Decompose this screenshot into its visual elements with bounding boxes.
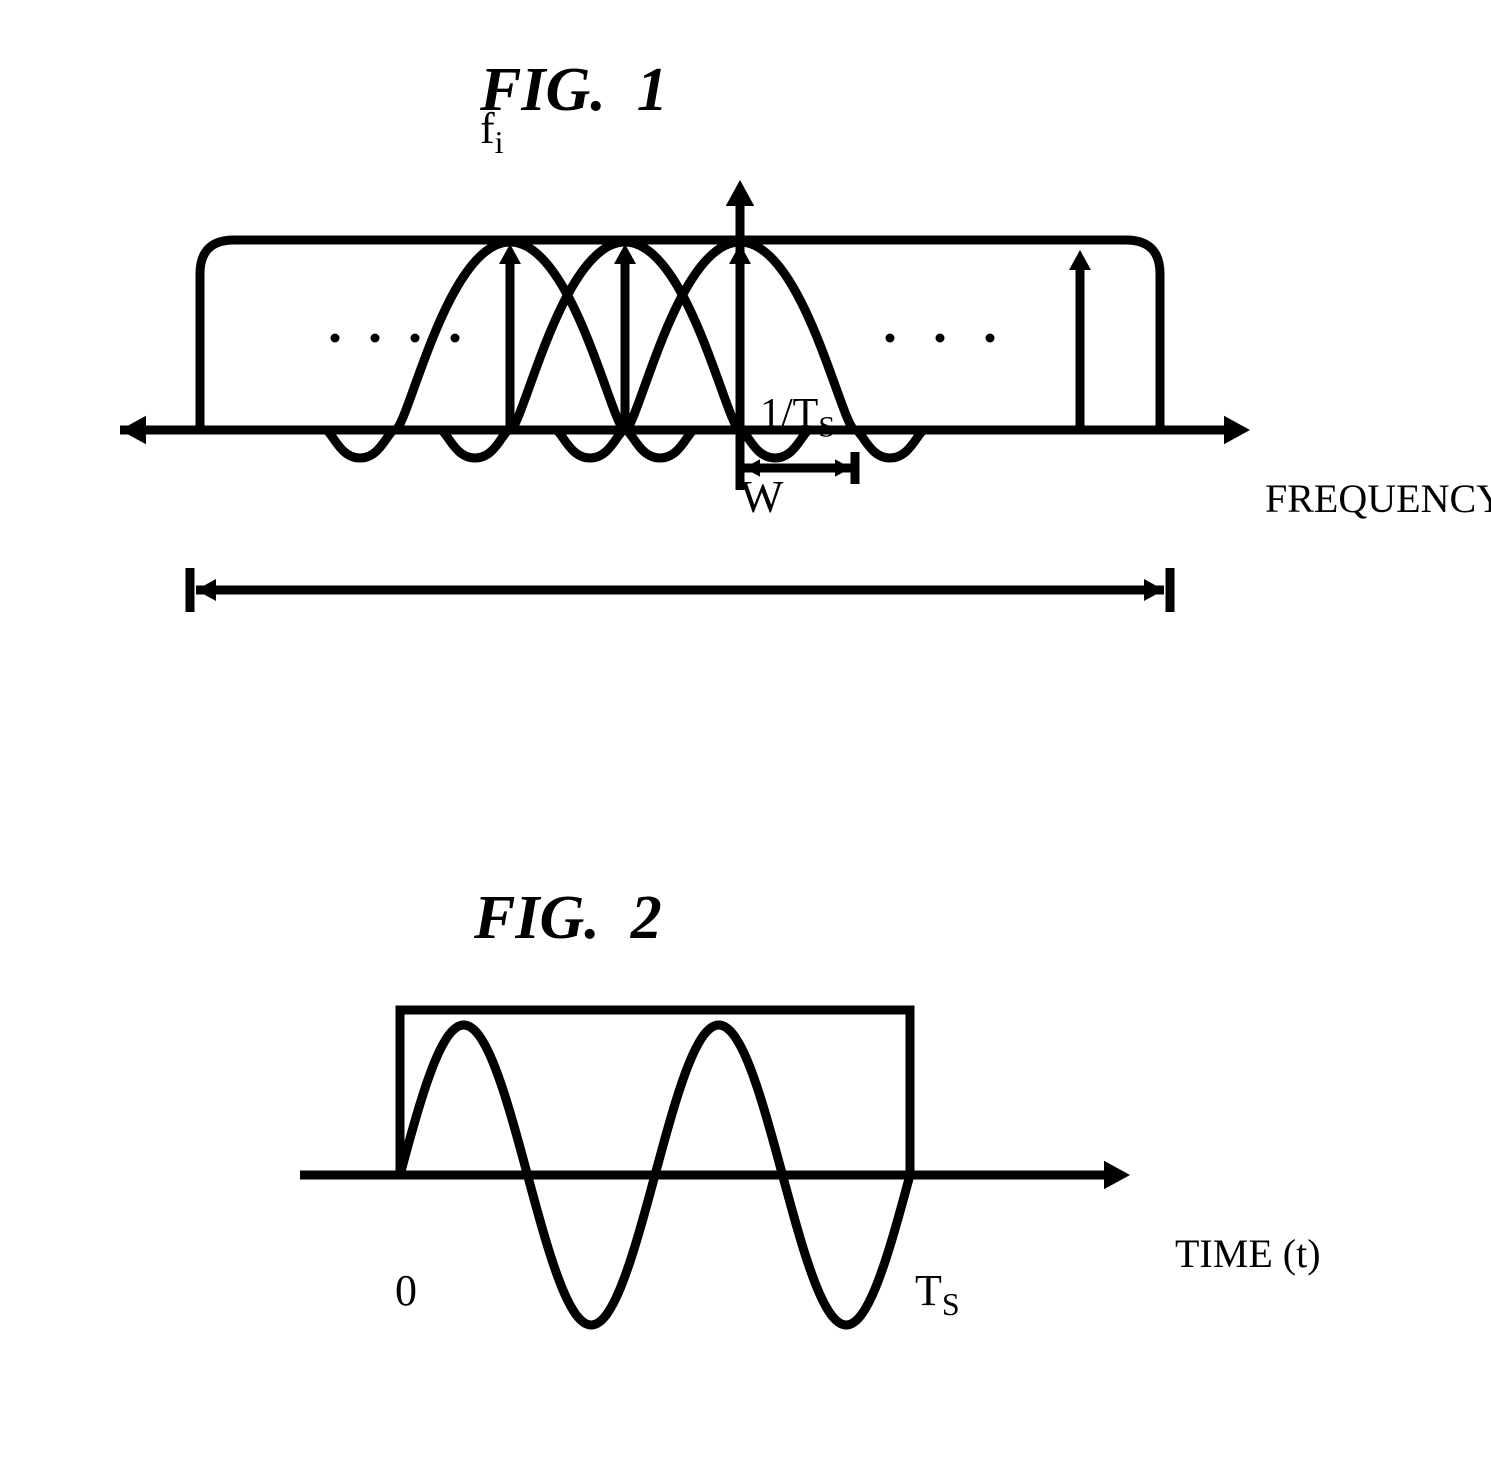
fig1-diagram [120, 160, 1380, 630]
fig1-title: FIG. 1 [480, 55, 668, 126]
bandwidth-w-label: W [740, 470, 783, 523]
subcarrier-spacing-label: 1/TS [760, 390, 835, 444]
fig2-diagram [300, 960, 1380, 1390]
time-axis-label: TIME (t) [1175, 1230, 1321, 1277]
frequency-axis-label: FREQUENCY (f) [1265, 475, 1491, 522]
origin-zero-label: 0 [395, 1265, 417, 1316]
subcarrier-fi-label: fi [480, 103, 504, 161]
symbol-duration-ts-label: TS [915, 1265, 960, 1323]
fig2-title: FIG. 2 [474, 883, 662, 954]
